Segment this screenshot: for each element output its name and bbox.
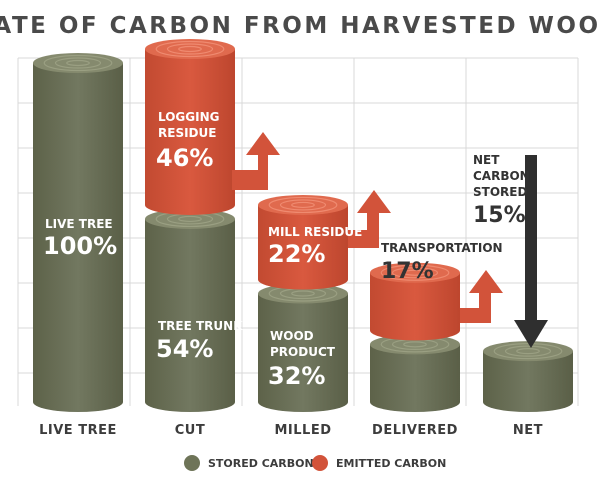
net-carbon-label-3: STORED [473,185,527,199]
category-label-net: NET [513,423,543,438]
tree-trunk-label: TREE TRUNK [158,319,243,333]
legend-label-emitted: EMITTED CARBON [336,457,446,470]
net-carbon-label-1: NET [473,153,500,167]
transportation-value: 17% [381,259,434,284]
logging-residue-label-1: LOGGING [158,110,219,124]
category-label-live-tree: LIVE TREE [39,423,117,438]
net-carbon-arrow [514,155,548,348]
logging-residue-value: 46% [156,144,213,172]
bar-emitted-milled [258,194,348,290]
wood-product-label-1: WOOD [270,329,314,343]
bar-emitted-cut [145,39,235,215]
logging-residue-label-2: RESIDUE [158,126,216,140]
mill-residue-arrow [348,190,391,248]
bar-stored-cut [145,208,235,412]
bar-stored-net [483,341,573,412]
wood-product-label-2: PRODUCT [270,345,336,359]
transportation-arrow [460,270,503,323]
tree-trunk-value: 54% [156,335,213,363]
chart-title: FATE OF CARBON FROM HARVESTED WOOD [0,13,600,39]
wood-product-value: 32% [268,362,325,390]
legend-swatch-emitted [312,455,328,471]
mill-residue-label: MILL RESIDUE [268,225,362,239]
transportation-label: TRANSPORTATION [381,241,503,255]
category-label-delivered: DELIVERED [372,423,458,438]
bar-stored-delivered [370,334,460,412]
legend-label-stored: STORED CARBON [208,457,314,470]
legend-swatch-stored [184,455,200,471]
net-carbon-value: 15% [473,203,526,228]
logging-residue-arrow [232,132,280,190]
category-label-milled: MILLED [274,423,331,438]
bar-emitted-delivered [370,262,460,341]
bar-stored-live-tree [33,53,123,412]
bars [33,39,573,412]
live-tree-value: 100% [43,232,117,260]
live-tree-label: LIVE TREE [45,217,113,231]
category-label-cut: CUT [175,423,205,438]
legend: STORED CARBON EMITTED CARBON [184,455,446,471]
mill-residue-value: 22% [268,240,325,268]
net-carbon-label-2: CARBON [473,169,530,183]
bar-stored-milled [258,283,348,412]
